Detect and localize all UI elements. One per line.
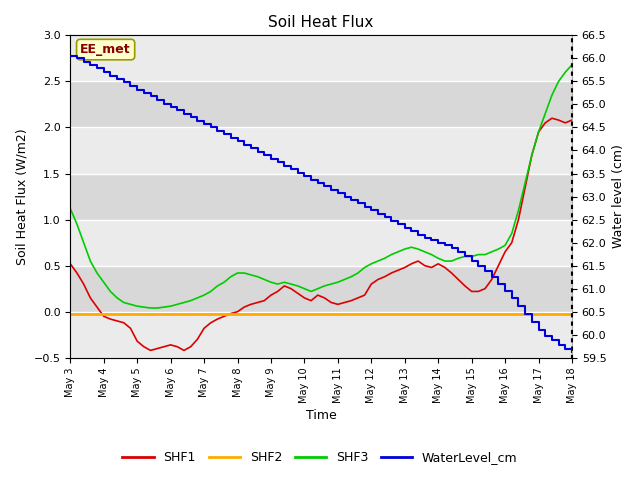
- Legend: SHF1, SHF2, SHF3, WaterLevel_cm: SHF1, SHF2, SHF3, WaterLevel_cm: [117, 446, 523, 469]
- Text: EE_met: EE_met: [80, 43, 131, 56]
- X-axis label: Time: Time: [306, 409, 337, 422]
- Y-axis label: Water level (cm): Water level (cm): [612, 144, 625, 249]
- Bar: [70, 36, 572, 82]
- Title: Soil Heat Flux: Soil Heat Flux: [268, 15, 374, 30]
- Y-axis label: Soil Heat Flux (W/m2): Soil Heat Flux (W/m2): [15, 128, 28, 265]
- Bar: [70, 219, 572, 265]
- Bar: [70, 128, 572, 174]
- Bar: [70, 82, 572, 128]
- Bar: [70, 312, 572, 358]
- Bar: [70, 265, 572, 312]
- Bar: [70, 174, 572, 219]
